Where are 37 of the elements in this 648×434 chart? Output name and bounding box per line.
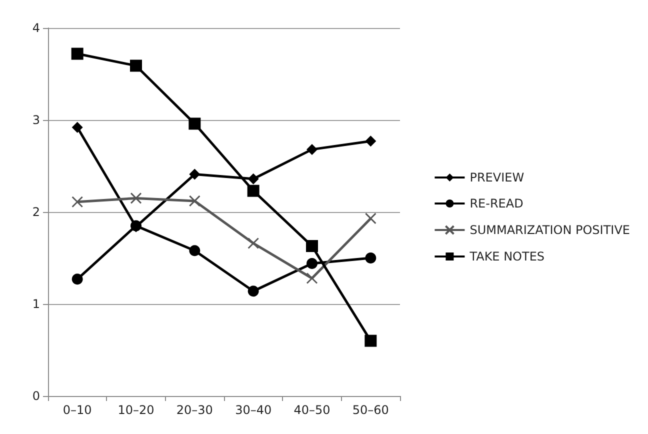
point [188, 118, 201, 130]
point [364, 334, 377, 347]
y-tick-label: 0 [32, 389, 40, 403]
point [189, 245, 200, 256]
point [189, 168, 200, 180]
point [72, 196, 84, 208]
x-tick-label: 30–40 [235, 403, 272, 417]
x-tick-label: 0–10 [62, 403, 92, 417]
point [306, 240, 318, 252]
legend-label: PREVIEW [470, 170, 524, 184]
x-tick-label: 40–50 [294, 403, 330, 417]
point [130, 192, 142, 204]
point [306, 272, 318, 284]
point [365, 252, 376, 264]
point [72, 122, 83, 133]
legend-label: RE-READ [470, 196, 524, 210]
point [248, 238, 260, 250]
point [248, 286, 259, 297]
point [306, 258, 318, 270]
legend-label: SUMMARIZATION POSITIVE [470, 223, 630, 237]
y-tick-label: 4 [32, 21, 40, 35]
point [364, 212, 376, 224]
point [247, 184, 260, 197]
point [248, 173, 259, 184]
x-tick-label: 20–30 [176, 403, 213, 417]
point [188, 195, 200, 207]
legend-label: TAKE NOTES [468, 250, 545, 264]
y-tick-label: 1 [32, 297, 40, 311]
point [71, 48, 84, 60]
y-tick-label: 2 [32, 205, 40, 219]
point [72, 274, 83, 285]
y-tick-label: 3 [32, 113, 40, 127]
point [130, 60, 142, 72]
point [306, 144, 318, 155]
x-tick-label: 10–20 [118, 403, 154, 417]
x-tick-label: 50–60 [352, 403, 389, 417]
point [365, 136, 376, 147]
